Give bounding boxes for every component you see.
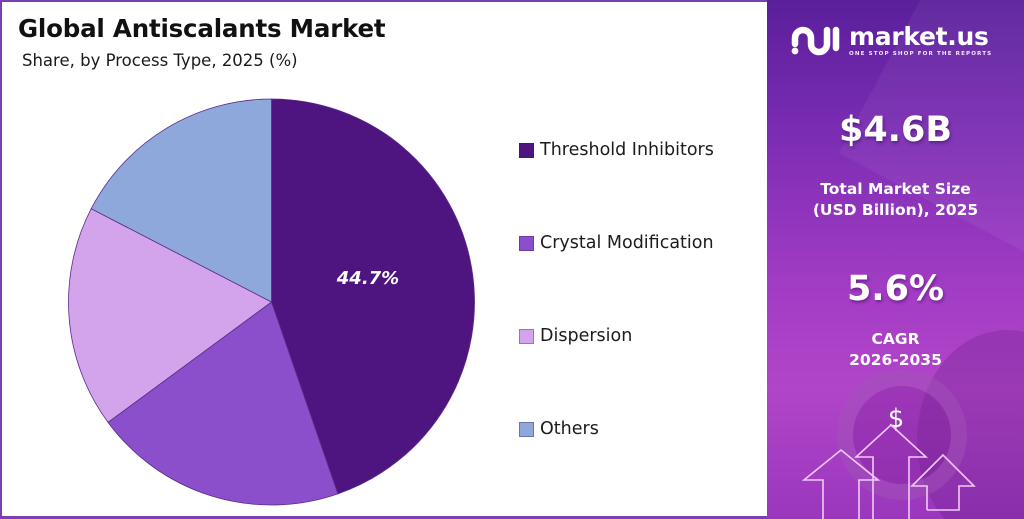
cagr-stat: 5.6% [767, 269, 1024, 309]
logo-tagline: ONE STOP SHOP FOR THE REPORTS [849, 51, 993, 57]
legend-item-others: Others [519, 419, 599, 439]
pie-chart: 44.7% [68, 98, 475, 506]
cagr-value: 5.6% [846, 269, 945, 309]
pie-slice-others [90, 98, 272, 303]
market-size-caption-line1: Total Market Size [820, 180, 971, 198]
legend-swatch-icon [519, 235, 534, 251]
legend-label: Dispersion [540, 326, 633, 346]
market-size-stat: $4.6B [767, 110, 1024, 150]
legend-swatch-icon [519, 421, 534, 437]
market-size-value: $4.6B [838, 110, 953, 150]
logo-name: market.us [849, 22, 989, 51]
pie-slice-dispersion [68, 208, 273, 423]
summary-sidebar: market.us ONE STOP SHOP FOR THE REPORTS … [767, 0, 1024, 519]
pie-slice-threshold-inhibitors [271, 98, 475, 495]
market-size-caption: Total Market Size (USD Billion), 2025 [767, 179, 1024, 221]
cagr-caption: CAGR 2026-2035 [767, 329, 1024, 371]
legend-item-dispersion: Dispersion [519, 326, 632, 346]
pie-slice-crystal-modification [107, 301, 339, 506]
legend-item-crystal-modification: Crystal Modification [519, 233, 714, 253]
legend-label: Others [540, 419, 599, 439]
growth-arrows-icon: $ [801, 404, 976, 519]
cagr-period: 2026-2035 [849, 351, 942, 369]
legend-item-threshold-inhibitors: Threshold Inhibitors [519, 140, 714, 160]
pie-data-label: 44.7% [336, 268, 399, 289]
chart-title: Global Antiscalants Market [18, 14, 386, 43]
legend-swatch-icon [519, 328, 534, 344]
chart-subtitle: Share, by Process Type, 2025 (%) [22, 51, 298, 70]
brand-logo: market.us ONE STOP SHOP FOR THE REPORTS [789, 24, 992, 58]
market-us-logo-icon [791, 26, 840, 56]
legend-label: Crystal Modification [540, 233, 714, 253]
legend-swatch-icon [519, 142, 534, 158]
market-size-caption-line2: (USD Billion), 2025 [812, 201, 979, 219]
legend-label: Threshold Inhibitors [540, 140, 714, 160]
chart-panel: Global Antiscalants Market Share, by Pro… [0, 0, 768, 519]
cagr-label: CAGR [871, 330, 920, 348]
